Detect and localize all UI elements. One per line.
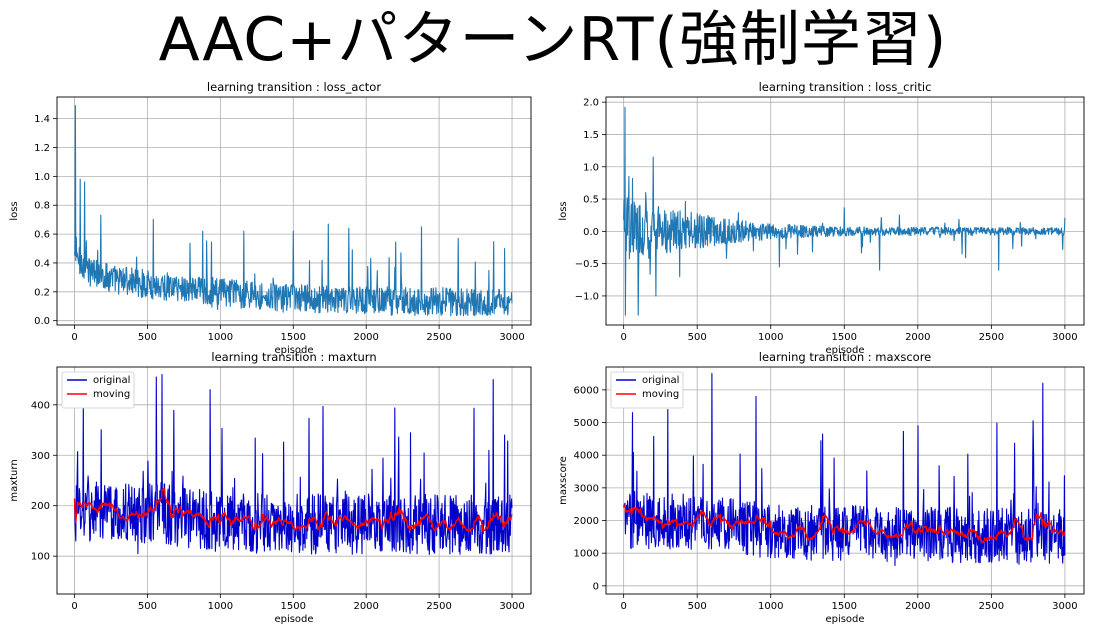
legend: original moving bbox=[610, 371, 684, 409]
legend-label-moving: moving bbox=[642, 389, 679, 400]
x-tick-label: 2000 bbox=[905, 601, 930, 612]
series-line-data bbox=[623, 106, 1066, 316]
slide-title: AAC+パターンRT(強制学習) bbox=[158, 5, 948, 75]
y-tick-label: 0.0 bbox=[34, 316, 50, 327]
x-tick-label: 500 bbox=[688, 601, 707, 612]
x-axis-label: episode bbox=[274, 614, 313, 625]
x-axis-label: episode bbox=[274, 345, 313, 356]
x-tick-label: 1500 bbox=[832, 601, 857, 612]
y-axis-label: maxscore bbox=[558, 456, 569, 505]
x-tick-label: 3000 bbox=[499, 601, 524, 612]
y-tick-label: 0 bbox=[593, 581, 599, 592]
y-tick-label: 0.0 bbox=[583, 227, 599, 238]
x-tick-label: 0 bbox=[71, 332, 77, 343]
legend-box bbox=[61, 371, 135, 409]
x-tick-label: 2500 bbox=[979, 601, 1004, 612]
y-tick-label: 0.8 bbox=[34, 201, 50, 212]
x-tick-label: 0 bbox=[71, 601, 77, 612]
y-tick-label: 2000 bbox=[574, 516, 599, 527]
y-tick-label: 0.4 bbox=[34, 258, 50, 269]
x-tick-label: 1000 bbox=[208, 332, 233, 343]
legend-label-original: original bbox=[93, 375, 130, 386]
chart-loss-critic: learning transition : loss_critic 0 500 100… bbox=[558, 80, 1085, 356]
y-tick-label: 1.4 bbox=[34, 114, 50, 125]
y-tick-label: −1.0 bbox=[575, 291, 599, 302]
chart-title: learning transition : loss_actor bbox=[207, 80, 381, 94]
y-axis-label: loss bbox=[558, 201, 569, 220]
x-tick-label: 3000 bbox=[499, 332, 524, 343]
x-tick-label: 500 bbox=[138, 601, 157, 612]
legend-label-moving: moving bbox=[93, 389, 130, 400]
y-tick-label: 6000 bbox=[574, 385, 599, 396]
y-tick-label: −0.5 bbox=[575, 259, 599, 270]
x-tick-label: 1000 bbox=[758, 332, 783, 343]
legend: original moving bbox=[61, 371, 135, 409]
y-axis-label: maxturn bbox=[9, 459, 20, 501]
plot-frame bbox=[605, 96, 1085, 326]
x-tick-label: 3000 bbox=[1052, 601, 1077, 612]
series-line-moving bbox=[622, 504, 1066, 544]
x-axis-label: episode bbox=[825, 345, 864, 356]
x-tick-label: 0 bbox=[620, 601, 626, 612]
y-tick-label: 2.0 bbox=[583, 98, 599, 109]
chart-title: learning transition : maxturn bbox=[211, 350, 376, 364]
y-tick-label: 0.6 bbox=[34, 230, 50, 241]
y-axis-label: loss bbox=[9, 201, 20, 220]
x-tick-label: 2500 bbox=[426, 601, 451, 612]
x-tick-label: 1500 bbox=[832, 332, 857, 343]
y-tick-label: 1.2 bbox=[34, 143, 50, 154]
y-tick-label: 1.0 bbox=[583, 162, 599, 173]
y-tick-label: 300 bbox=[31, 451, 50, 462]
chart-maxturn: learning transition : maxturn 0 500 1000 150… bbox=[9, 350, 532, 625]
series-line-moving bbox=[73, 488, 513, 533]
y-tick-label: 5000 bbox=[574, 418, 599, 429]
y-tick-label: 3000 bbox=[574, 483, 599, 494]
x-tick-label: 2000 bbox=[353, 332, 378, 343]
x-axis-label: episode bbox=[825, 614, 864, 625]
x-tick-label: 500 bbox=[688, 332, 707, 343]
y-tick-label: 1000 bbox=[574, 549, 599, 560]
y-tick-label: 400 bbox=[31, 400, 50, 411]
chart-title: learning transition : loss_critic bbox=[759, 80, 932, 94]
x-tick-label: 3000 bbox=[1052, 332, 1077, 343]
x-tick-label: 2500 bbox=[979, 332, 1004, 343]
plot-frame bbox=[56, 366, 532, 595]
series-line-original bbox=[73, 374, 513, 556]
x-tick-label: 1500 bbox=[281, 601, 306, 612]
y-tick-label: 100 bbox=[31, 552, 50, 563]
plot-frame bbox=[605, 366, 1085, 595]
series-line-data bbox=[73, 105, 513, 317]
x-tick-label: 2000 bbox=[905, 332, 930, 343]
y-tick-label: 1.0 bbox=[34, 172, 50, 183]
y-tick-label: 0.2 bbox=[34, 287, 50, 298]
x-tick-label: 1000 bbox=[208, 601, 233, 612]
x-tick-label: 0 bbox=[620, 332, 626, 343]
y-tick-label: 1.5 bbox=[583, 130, 599, 141]
x-tick-label: 2500 bbox=[426, 332, 451, 343]
x-tick-label: 2000 bbox=[353, 601, 378, 612]
x-tick-label: 1500 bbox=[281, 332, 306, 343]
y-tick-label: 4000 bbox=[574, 451, 599, 462]
chart-title: learning transition : maxscore bbox=[759, 350, 932, 364]
legend-label-original: original bbox=[642, 375, 679, 386]
chart-loss-actor: learning transition : loss_actor 0 500 1000… bbox=[9, 80, 532, 356]
plot-frame bbox=[56, 96, 532, 326]
x-tick-label: 500 bbox=[138, 332, 157, 343]
y-tick-label: 0.5 bbox=[583, 195, 599, 206]
legend-box bbox=[610, 371, 684, 409]
x-tick-label: 1000 bbox=[758, 601, 783, 612]
y-tick-label: 200 bbox=[31, 501, 50, 512]
